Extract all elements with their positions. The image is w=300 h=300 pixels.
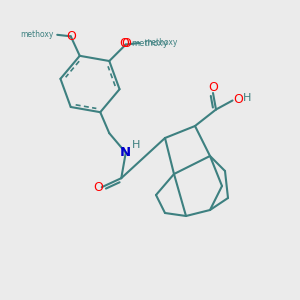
- Text: O: O: [233, 92, 243, 106]
- Text: H: H: [132, 140, 140, 150]
- Text: methoxy: methoxy: [131, 38, 168, 47]
- Text: methoxy: methoxy: [144, 38, 177, 47]
- Text: O: O: [119, 38, 129, 50]
- Text: O: O: [67, 30, 76, 43]
- Text: H: H: [243, 93, 252, 103]
- Text: N: N: [120, 146, 131, 159]
- Text: methoxy: methoxy: [20, 30, 54, 39]
- Text: O: O: [93, 181, 103, 194]
- Text: O: O: [209, 81, 218, 94]
- Text: O: O: [122, 38, 132, 50]
